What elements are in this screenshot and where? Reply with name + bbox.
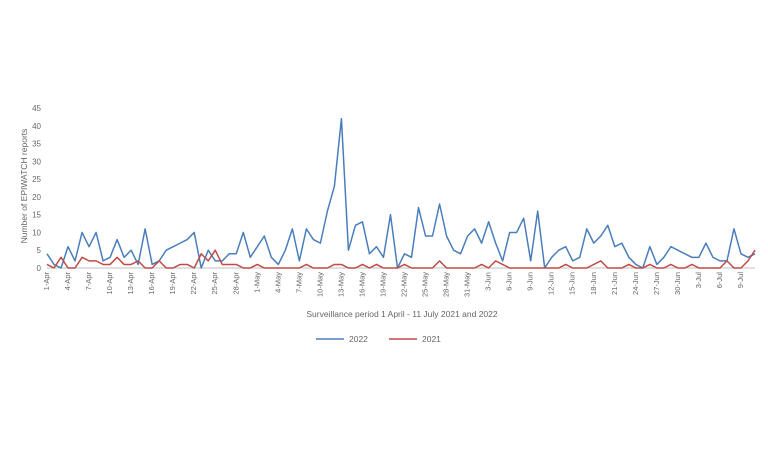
x-tick-label: 1-Apr [42, 272, 51, 291]
x-tick-label: 6-Jul [715, 272, 724, 289]
y-tick-label: 35 [32, 140, 41, 149]
x-tick-label: 28-May [442, 272, 451, 297]
plot-lines [46, 117, 756, 269]
x-tick-label: 27-Jun [652, 272, 661, 295]
y-tick-label: 0 [37, 264, 42, 273]
x-tick-label: 28-Apr [231, 272, 240, 295]
x-tick-label: 4-May [273, 272, 282, 293]
x-tick-label: 10-Apr [105, 272, 114, 295]
x-tick-label: 10-May [315, 272, 324, 297]
x-axis: 1-Apr 4-Apr 7-Apr 10-Apr 13-Apr 16-Apr 19-Apr 2… [42, 272, 745, 298]
y-tick-label: 20 [32, 193, 41, 202]
y-tick-label: 45 [32, 104, 41, 113]
x-tick-label: 1-May [252, 272, 261, 293]
y-tick-label: 15 [32, 211, 41, 220]
x-tick-label: 15-Jun [568, 272, 577, 295]
x-tick-label: 16-Apr [147, 272, 156, 295]
y-axis-title: Number of EPIWATCH reports [19, 129, 29, 244]
x-axis-title: Surveillance period 1 April - 11 July 20… [306, 309, 497, 319]
y-tick-label: 25 [32, 175, 41, 184]
x-tick-label: 18-Jun [589, 272, 598, 295]
legend: 2022 2021 [316, 334, 441, 344]
y-tick-label: 30 [32, 157, 41, 166]
x-tick-label: 3-Jul [694, 272, 703, 289]
x-tick-label: 7-May [294, 272, 303, 293]
x-tick-label: 12-Jun [547, 272, 556, 295]
x-tick-label: 31-May [463, 272, 472, 297]
legend-label-2022: 2022 [349, 334, 368, 344]
x-tick-label: 4-Apr [63, 272, 72, 291]
y-tick-label: 5 [37, 246, 42, 255]
x-tick-label: 22-Apr [189, 272, 198, 295]
x-tick-label: 13-May [336, 272, 345, 297]
x-tick-label: 30-Jun [673, 272, 682, 295]
x-tick-label: 7-Apr [84, 272, 93, 291]
x-tick-label: 13-Apr [126, 272, 135, 295]
y-tick-label: 40 [32, 122, 41, 131]
x-tick-label: 16-May [357, 272, 366, 297]
x-tick-label: 19-May [378, 272, 387, 297]
x-tick-label: 24-Jun [631, 272, 640, 295]
x-tick-label: 25-Apr [210, 272, 219, 295]
series-line-2021 [46, 249, 756, 269]
x-tick-label: 3-Jun [484, 272, 493, 291]
x-tick-label: 21-Jun [610, 272, 619, 295]
legend-label-2021: 2021 [422, 334, 441, 344]
x-tick-label: 22-May [400, 272, 409, 297]
x-tick-label: 19-Apr [168, 272, 177, 295]
y-tick-label: 10 [32, 228, 41, 237]
series-line-2022 [46, 117, 756, 269]
y-axis: 0 5 10 15 20 25 30 35 40 45 [32, 104, 41, 273]
x-tick-label: 25-May [421, 272, 430, 297]
x-tick-label: 6-Jun [505, 272, 514, 291]
x-tick-label: 9-Jul [736, 272, 745, 289]
x-tick-label: 9-Jun [526, 272, 535, 291]
